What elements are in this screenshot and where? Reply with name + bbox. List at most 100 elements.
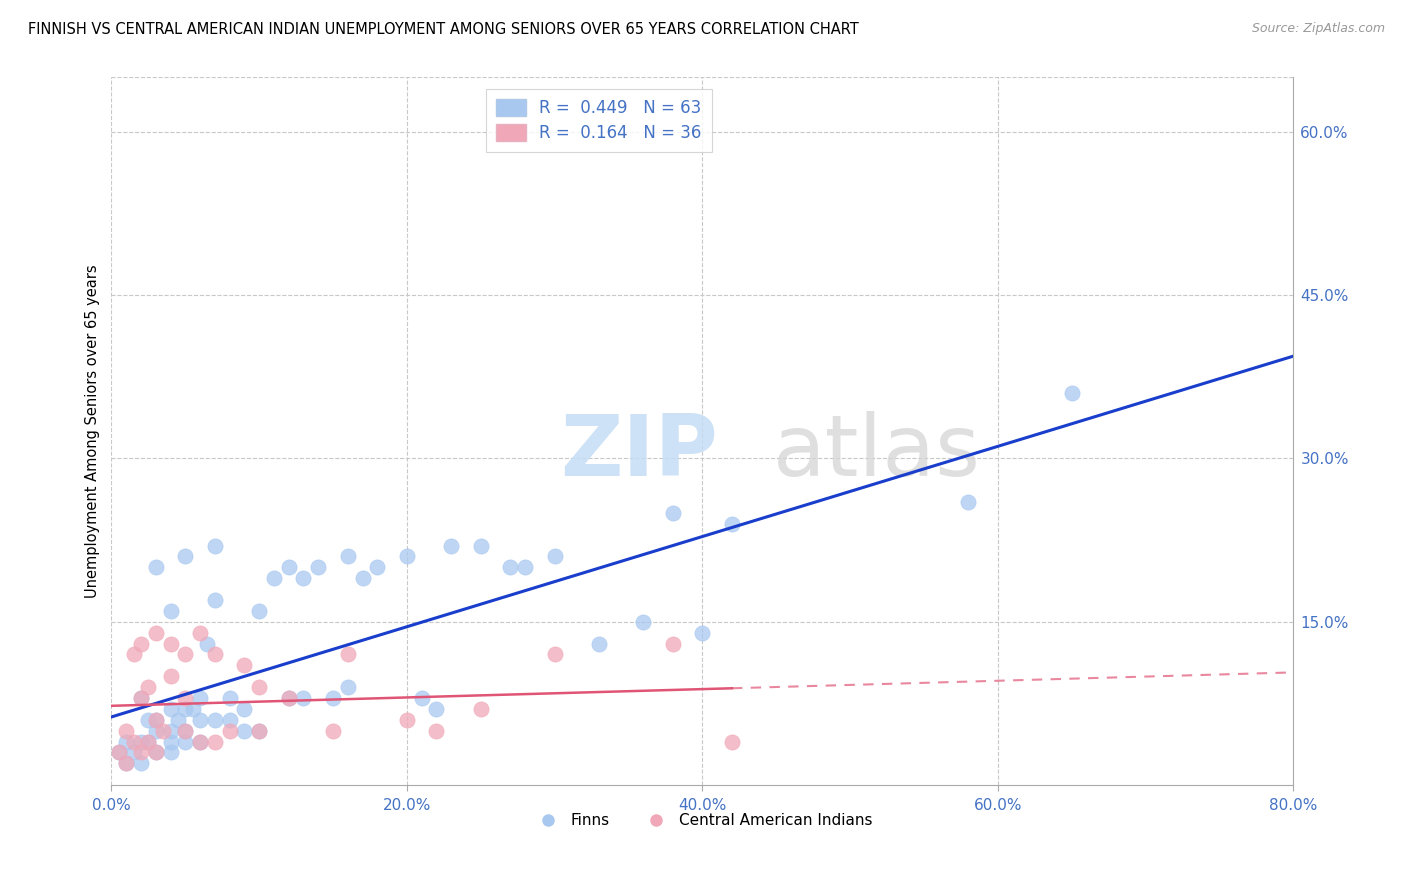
- Point: [633, 615, 655, 629]
- Point: [513, 560, 536, 574]
- Point: [138, 734, 160, 748]
- Point: [957, 495, 980, 509]
- Point: [204, 593, 226, 607]
- Text: atlas: atlas: [773, 411, 981, 494]
- Point: [662, 506, 685, 520]
- Point: [233, 658, 256, 673]
- Point: [692, 625, 714, 640]
- Point: [395, 713, 418, 727]
- Point: [129, 756, 152, 771]
- Point: [543, 549, 565, 564]
- Point: [263, 571, 285, 585]
- Point: [145, 723, 167, 738]
- Point: [174, 549, 197, 564]
- Point: [115, 723, 138, 738]
- Point: [277, 560, 299, 574]
- Point: [425, 702, 447, 716]
- Point: [107, 746, 129, 760]
- Point: [470, 539, 492, 553]
- Point: [159, 636, 181, 650]
- Point: [188, 734, 211, 748]
- Point: [188, 734, 211, 748]
- Point: [159, 604, 181, 618]
- Point: [188, 625, 211, 640]
- Point: [115, 756, 138, 771]
- Point: [122, 648, 145, 662]
- Point: [159, 723, 181, 738]
- Point: [721, 734, 744, 748]
- Point: [204, 539, 226, 553]
- Point: [204, 734, 226, 748]
- Point: [307, 560, 329, 574]
- Point: [336, 648, 359, 662]
- Point: [129, 691, 152, 706]
- Point: [322, 691, 344, 706]
- Point: [395, 549, 418, 564]
- Point: [277, 691, 299, 706]
- Point: [145, 625, 167, 640]
- Point: [188, 713, 211, 727]
- Point: [107, 746, 129, 760]
- Point: [145, 746, 167, 760]
- Point: [470, 702, 492, 716]
- Point: [181, 702, 204, 716]
- Point: [129, 691, 152, 706]
- Point: [218, 723, 240, 738]
- Point: [352, 571, 374, 585]
- Point: [247, 723, 270, 738]
- Point: [588, 636, 610, 650]
- Point: [138, 713, 160, 727]
- Point: [174, 702, 197, 716]
- Point: [129, 636, 152, 650]
- Point: [145, 713, 167, 727]
- Point: [440, 539, 463, 553]
- Point: [336, 680, 359, 694]
- Point: [129, 734, 152, 748]
- Legend: Finns, Central American Indians: Finns, Central American Indians: [526, 807, 879, 834]
- Point: [159, 669, 181, 683]
- Text: ZIP: ZIP: [561, 411, 718, 494]
- Point: [204, 648, 226, 662]
- Point: [233, 723, 256, 738]
- Point: [138, 734, 160, 748]
- Point: [174, 723, 197, 738]
- Point: [159, 746, 181, 760]
- Point: [159, 734, 181, 748]
- Point: [115, 756, 138, 771]
- Point: [174, 691, 197, 706]
- Point: [138, 680, 160, 694]
- Point: [1060, 386, 1083, 401]
- Text: Source: ZipAtlas.com: Source: ZipAtlas.com: [1251, 22, 1385, 36]
- Point: [159, 702, 181, 716]
- Point: [188, 691, 211, 706]
- Point: [247, 604, 270, 618]
- Point: [174, 648, 197, 662]
- Point: [277, 691, 299, 706]
- Point: [122, 734, 145, 748]
- Point: [129, 746, 152, 760]
- Point: [499, 560, 522, 574]
- Point: [721, 516, 744, 531]
- Point: [543, 648, 565, 662]
- Point: [411, 691, 433, 706]
- Point: [145, 713, 167, 727]
- Point: [425, 723, 447, 738]
- Point: [115, 734, 138, 748]
- Point: [167, 713, 190, 727]
- Point: [218, 713, 240, 727]
- Point: [145, 746, 167, 760]
- Point: [174, 734, 197, 748]
- Point: [233, 702, 256, 716]
- Point: [145, 560, 167, 574]
- Point: [122, 746, 145, 760]
- Text: FINNISH VS CENTRAL AMERICAN INDIAN UNEMPLOYMENT AMONG SENIORS OVER 65 YEARS CORR: FINNISH VS CENTRAL AMERICAN INDIAN UNEMP…: [28, 22, 859, 37]
- Point: [322, 723, 344, 738]
- Point: [247, 723, 270, 738]
- Point: [366, 560, 388, 574]
- Point: [247, 680, 270, 694]
- Point: [292, 691, 315, 706]
- Point: [662, 636, 685, 650]
- Point: [218, 691, 240, 706]
- Point: [292, 571, 315, 585]
- Point: [204, 713, 226, 727]
